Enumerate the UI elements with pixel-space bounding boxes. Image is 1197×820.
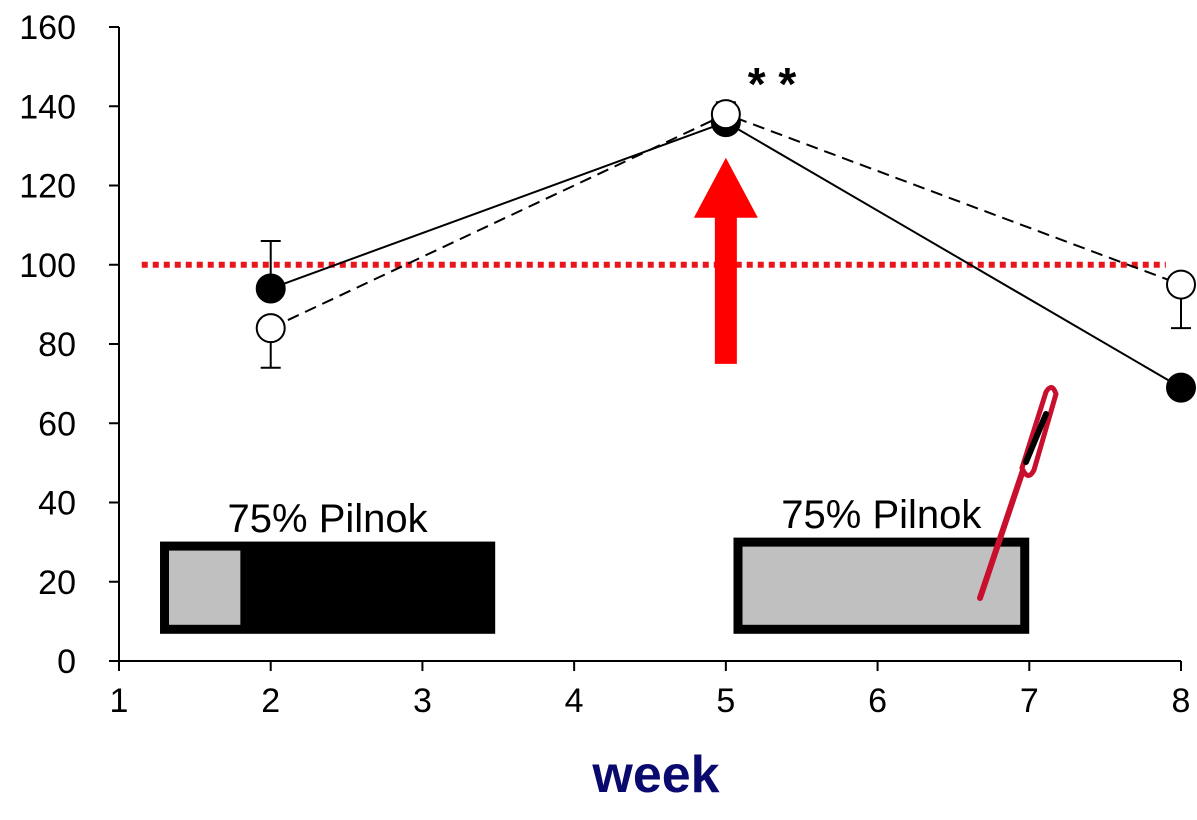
y-tick-label: 80 (38, 326, 76, 364)
x-tick-label: 5 (716, 682, 735, 720)
series-group (255, 99, 1196, 403)
significance-marker: * * (748, 58, 797, 110)
data-point-series-2 (1166, 269, 1196, 300)
treatment-label-2: 75% Pilnok (781, 493, 982, 537)
x-axis-label: week (591, 746, 719, 804)
y-tick-label: 40 (38, 485, 76, 523)
up-arrow (693, 157, 758, 364)
x-tick-label: 2 (261, 682, 280, 720)
data-point-series-1 (255, 273, 286, 304)
arrow-group (693, 157, 758, 364)
y-tick-label: 60 (38, 405, 76, 443)
data-point-series-2 (255, 313, 286, 344)
axes: 0 20 40 60 80 100 120 140 160 1 2 3 4 5 6 7 8 (19, 9, 1190, 720)
y-tick-label: 0 (57, 643, 76, 681)
y-tick-label: 140 (19, 88, 76, 126)
x-tick-label: 4 (565, 682, 584, 720)
y-tick-label: 20 (38, 564, 76, 602)
treatment-label-1: 75% Pilnok (228, 497, 429, 541)
y-tick-label: 160 (19, 9, 76, 47)
y-tick-label: 120 (19, 168, 76, 206)
treatment-bar-2 (733, 537, 1030, 634)
treatment-bar-dark-segment (240, 546, 491, 630)
data-point-series-2 (710, 99, 741, 130)
data-point-series-1 (1166, 372, 1196, 403)
x-tick-label: 7 (1020, 682, 1039, 720)
x-tick-label: 3 (413, 682, 432, 720)
annotation-bars: 75% Pilnok 75% Pilnok (160, 493, 1030, 634)
x-tick-label: 8 (1172, 682, 1191, 720)
pen-icon (977, 385, 1059, 601)
x-tick-label: 6 (868, 682, 887, 720)
y-tick-label: 100 (19, 247, 76, 285)
x-tick-label: 1 (110, 682, 129, 720)
